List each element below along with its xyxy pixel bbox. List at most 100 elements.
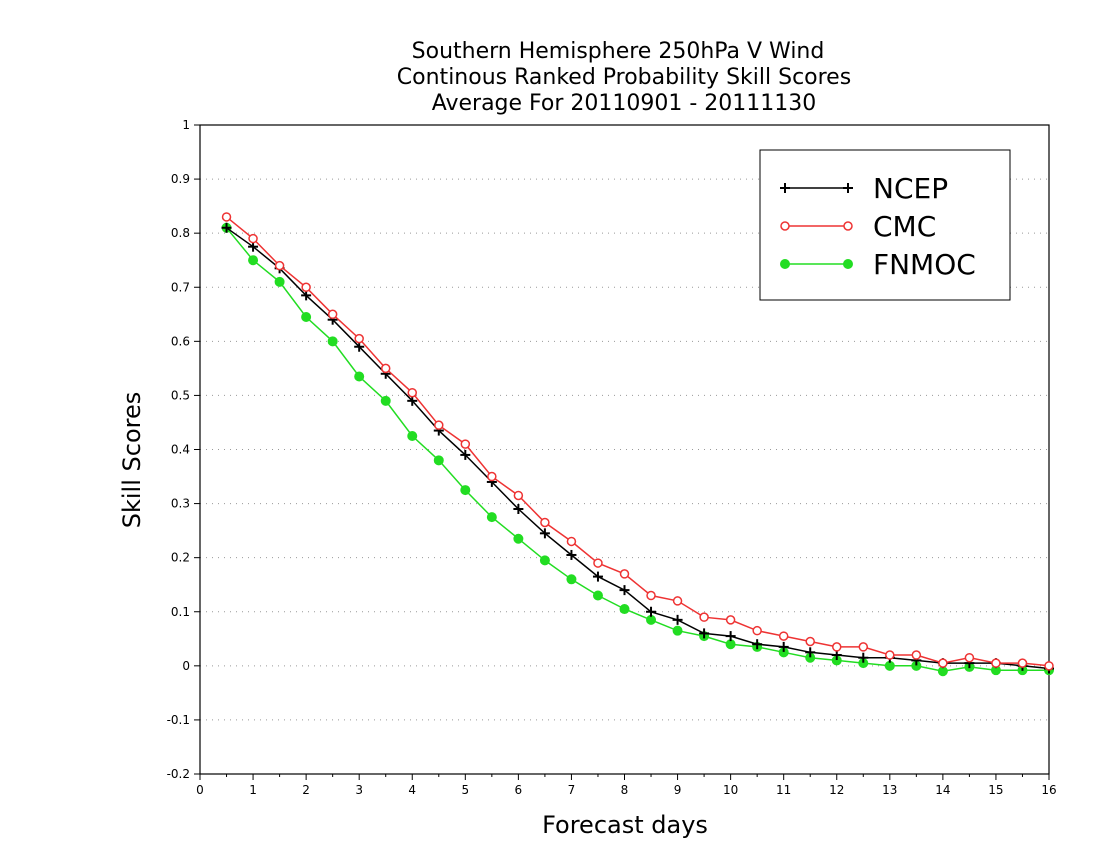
y-tick-label: 0: [182, 659, 190, 673]
data-point-fnmoc: [672, 625, 683, 636]
data-point-fnmoc: [327, 336, 338, 347]
x-tick-label: 6: [515, 783, 523, 797]
data-point-cmc: [805, 636, 815, 647]
data-point-ncep: [407, 395, 418, 406]
data-point-ncep: [752, 639, 763, 650]
data-point-cmc: [619, 569, 630, 579]
y-tick-label: -0.2: [167, 767, 190, 781]
data-point-ncep: [699, 628, 710, 639]
title-line-3: Average For 20110901 - 20111130: [432, 91, 817, 116]
data-point-cmc: [434, 420, 444, 430]
data-point-cmc: [672, 596, 683, 606]
data-point-cmc: [248, 233, 258, 244]
legend-marker-ncep: [843, 183, 853, 193]
data-point-ncep: [221, 222, 232, 233]
data-point-ncep: [805, 647, 816, 658]
legend-marks: [780, 183, 853, 269]
data-point-cmc: [938, 658, 948, 668]
data-point-fnmoc: [433, 455, 444, 466]
x-tick-label: 11: [776, 783, 791, 797]
x-tick-label: 13: [882, 783, 897, 797]
data-point-cmc: [964, 652, 975, 663]
data-point-cmc: [274, 260, 285, 271]
y-tick-label: 0.9: [171, 172, 190, 186]
legend-marker-cmc: [843, 221, 853, 231]
legend-swatch-ncep: [780, 183, 853, 193]
data-point-cmc: [858, 642, 869, 652]
legend-label-cmc: CMC: [873, 210, 936, 243]
x-tick-label: 8: [621, 783, 629, 797]
legend-marker-fnmoc: [780, 259, 790, 269]
data-series: [221, 212, 1054, 677]
data-point-cmc: [1017, 658, 1028, 668]
data-point-ncep: [566, 549, 577, 560]
y-tick-label: 0.6: [171, 334, 190, 348]
x-tick-label: 2: [302, 783, 310, 797]
data-point-cmc: [699, 612, 709, 622]
data-point-cmc: [885, 650, 895, 660]
title-line-2: Continous Ranked Probability Skill Score…: [397, 65, 851, 90]
x-tick-label: 12: [829, 783, 844, 797]
data-point-cmc: [566, 536, 577, 547]
legend-marker-fnmoc: [843, 259, 853, 269]
data-point-fnmoc: [460, 485, 471, 496]
data-point-cmc: [646, 590, 656, 601]
x-tick-label: 5: [461, 783, 469, 797]
series-cmc: [221, 212, 1054, 671]
data-point-ncep: [513, 503, 524, 514]
data-point-cmc: [221, 212, 232, 222]
data-point-ncep: [301, 290, 312, 301]
data-point-fnmoc: [274, 276, 285, 287]
data-point-ncep: [619, 585, 630, 596]
legend-swatch-cmc: [780, 221, 853, 231]
title-line-1: Southern Hemisphere 250hPa V Wind: [412, 39, 825, 64]
series-ncep: [221, 222, 1054, 674]
x-tick-label: 7: [568, 783, 576, 797]
data-point-ncep: [725, 631, 736, 642]
y-tick-label: 0.8: [171, 226, 190, 240]
data-point-fnmoc: [619, 604, 630, 615]
data-point-ncep: [539, 528, 550, 539]
x-tick-label: 16: [1041, 783, 1056, 797]
x-axis-label: Forecast days: [542, 811, 708, 839]
x-tick-label: 15: [988, 783, 1003, 797]
x-tick-label: 1: [249, 783, 257, 797]
y-tick-label: 0.3: [171, 497, 190, 511]
data-point-ncep: [592, 571, 603, 582]
x-tick-label: 4: [408, 783, 416, 797]
y-tick-label: 0.4: [171, 443, 190, 457]
data-point-cmc: [354, 333, 364, 344]
data-point-ncep: [672, 614, 683, 625]
legend-swatch-fnmoc: [780, 259, 853, 269]
y-tick-label: 0.5: [171, 388, 190, 402]
y-tick-label: 0.2: [171, 551, 190, 565]
data-point-cmc: [911, 650, 922, 660]
data-point-ncep: [248, 241, 259, 252]
data-point-cmc: [540, 517, 550, 528]
data-point-cmc: [327, 309, 338, 320]
y-tick-label: -0.1: [167, 713, 190, 727]
data-point-cmc: [1044, 661, 1054, 671]
data-point-cmc: [301, 282, 311, 292]
y-tick-label: 1: [182, 118, 190, 132]
data-point-fnmoc: [513, 533, 524, 544]
legend-box: [759, 149, 1011, 301]
x-tick-label: 9: [674, 783, 682, 797]
legend-marker-ncep: [780, 183, 790, 193]
data-point-fnmoc: [301, 311, 312, 322]
x-tick-label: 14: [935, 783, 950, 797]
data-point-cmc: [593, 558, 603, 568]
y-axis-label: Skill Scores: [118, 392, 146, 529]
x-tick-label: 0: [196, 783, 204, 797]
data-point-cmc: [380, 363, 391, 374]
data-point-ncep: [858, 652, 869, 663]
data-point-cmc: [407, 387, 417, 398]
chart-title: Southern Hemisphere 250hPa V Wind Contin…: [397, 39, 851, 116]
legend-label-ncep: NCEP: [873, 172, 948, 205]
data-point-fnmoc: [407, 430, 418, 441]
data-point-ncep: [646, 606, 657, 617]
data-point-ncep: [354, 341, 365, 352]
data-point-fnmoc: [539, 555, 550, 566]
data-point-cmc: [725, 615, 736, 625]
data-point-cmc: [752, 625, 762, 636]
